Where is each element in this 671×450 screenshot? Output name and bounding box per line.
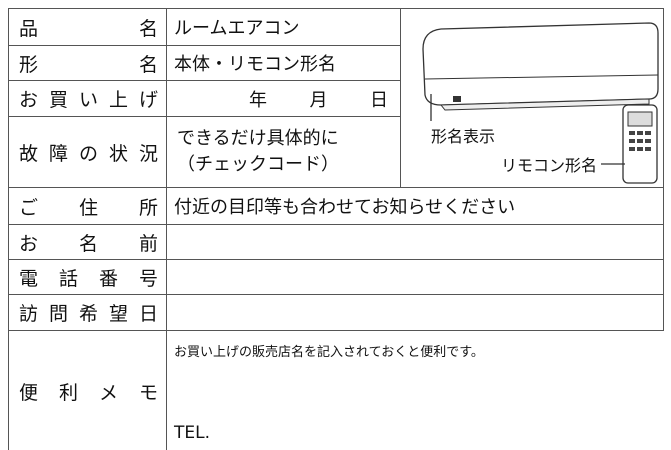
indoor-unit bbox=[422, 22, 659, 106]
row-value-cell: 本体・リモコン形名 bbox=[166, 45, 400, 80]
row-label-cell: 形 名 bbox=[8, 45, 166, 80]
row-label: 形 名 bbox=[19, 53, 158, 76]
row-label-cell: お 名 前 bbox=[8, 224, 166, 259]
unit-line bbox=[424, 74, 659, 80]
row-value-cell: 年月日 bbox=[166, 80, 400, 116]
date-unit: 月 bbox=[309, 89, 328, 111]
row-value: 本体・リモコン形名 bbox=[174, 54, 336, 75]
row-label-cell: 訪問希望日 bbox=[8, 294, 166, 330]
row-value-cell bbox=[166, 224, 664, 259]
row-label-cell: 故障の状況 bbox=[8, 116, 166, 187]
row-label: お 名 前 bbox=[19, 232, 158, 255]
model-label: 形名表示 bbox=[431, 127, 496, 146]
memo-tel: TEL. bbox=[174, 423, 211, 443]
date-unit: 日 bbox=[370, 89, 388, 111]
row-label: お買い上げ bbox=[19, 89, 158, 111]
memo-note: お買い上げの販売店名を記入されておくと便利です。 bbox=[174, 345, 484, 360]
row-value-cell: お買い上げの販売店名を記入されておくと便利です。 TEL. bbox=[166, 330, 664, 450]
value-line: できるだけ具体的に bbox=[177, 128, 339, 149]
row-label-cell: 便 利 メ モ bbox=[8, 330, 166, 450]
row-value-cell: ルームエアコン bbox=[166, 8, 400, 45]
row-value-cell bbox=[166, 294, 664, 330]
row-label: 故障の状況 bbox=[19, 142, 158, 165]
remote-buttons bbox=[629, 131, 651, 151]
remote-screen bbox=[627, 111, 653, 127]
model-plate bbox=[453, 96, 461, 102]
louver bbox=[439, 98, 650, 111]
row-label: ご 住 所 bbox=[19, 196, 158, 219]
value-line: （チェックコード） bbox=[177, 154, 339, 175]
date-unit: 年 bbox=[249, 89, 267, 111]
row-label: 電 話 番 号 bbox=[19, 267, 158, 290]
row-value: ルームエアコン bbox=[174, 18, 300, 39]
row-value-cell bbox=[166, 259, 664, 294]
row-label: 訪問希望日 bbox=[19, 303, 158, 325]
row-label-cell: 品 名 bbox=[8, 8, 166, 45]
aircon-illustration bbox=[422, 22, 659, 184]
row-label-cell: 電 話 番 号 bbox=[8, 259, 166, 294]
row-value-cell: できるだけ具体的に （チェックコード） bbox=[166, 116, 400, 187]
row-label-cell: ご 住 所 bbox=[8, 187, 166, 224]
remote-label: リモコン形名 bbox=[501, 156, 598, 175]
row-value: 付近の目印等も合わせてお知らせください bbox=[174, 197, 516, 218]
row-label: 品 名 bbox=[19, 17, 158, 40]
row-label-cell: お買い上げ bbox=[8, 80, 166, 116]
row-label: 便 利 メ モ bbox=[19, 382, 158, 404]
row-value-cell: 付近の目印等も合わせてお知らせください bbox=[166, 187, 664, 224]
illustration-cell: 形名表示 リモコン形名 bbox=[400, 8, 664, 187]
